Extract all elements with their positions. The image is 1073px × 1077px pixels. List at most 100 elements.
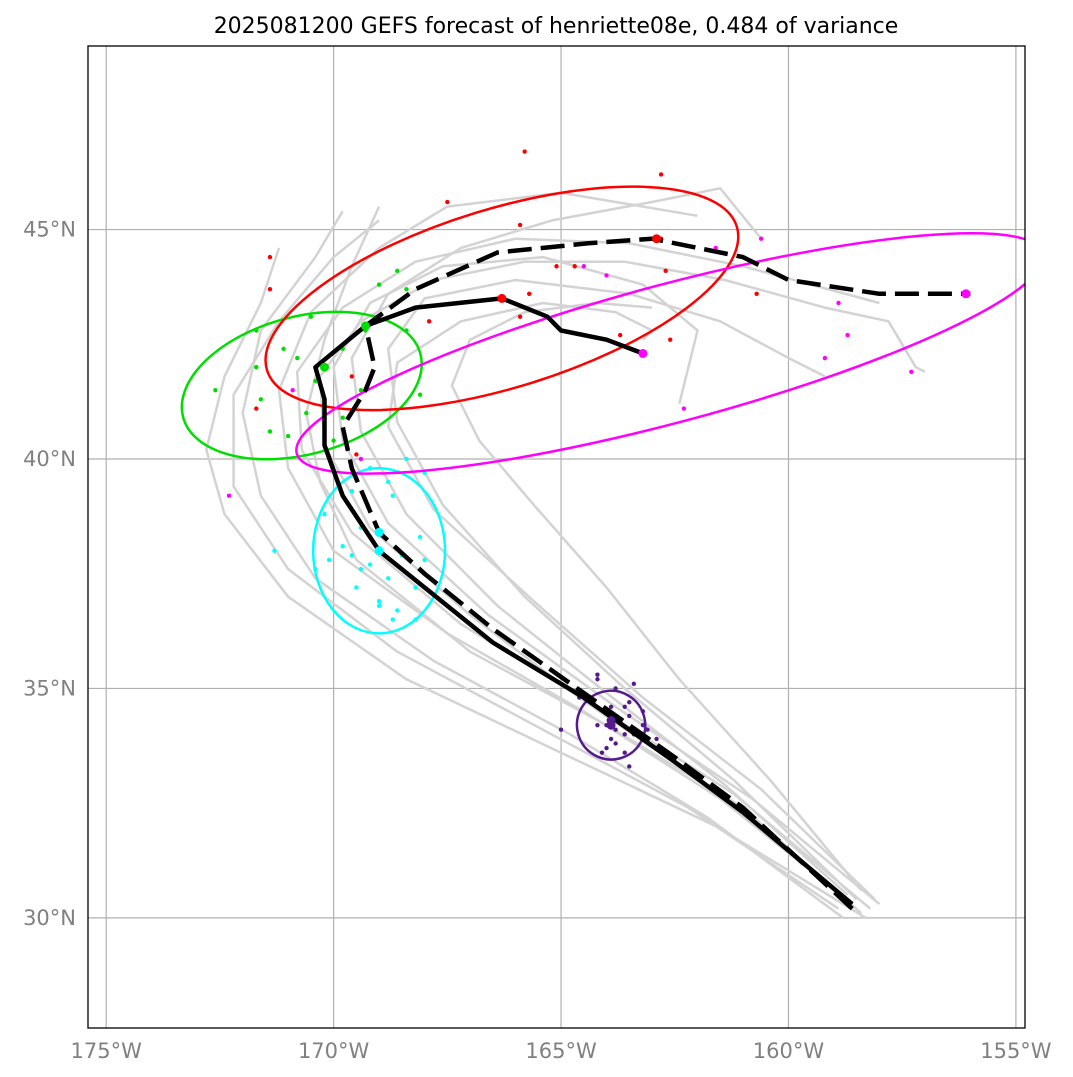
- member-point: [304, 410, 309, 416]
- member-point: [258, 397, 264, 402]
- member-point: [322, 511, 327, 517]
- member-point: [331, 438, 336, 443]
- member-point: [627, 764, 632, 769]
- member-point: [226, 493, 232, 498]
- member-point: [395, 268, 400, 274]
- member-point: [376, 599, 382, 604]
- member-point: [349, 553, 355, 558]
- member-point: [354, 585, 359, 590]
- member-point: [267, 254, 273, 260]
- track-marker: [638, 348, 648, 358]
- member-point: [558, 727, 564, 732]
- member-point: [340, 415, 345, 420]
- member-track: [277, 191, 853, 906]
- member-point: [376, 603, 382, 609]
- member-point: [281, 346, 286, 352]
- spread-ellipse: [295, 232, 1025, 475]
- control-track: [340, 236, 971, 911]
- member-point: [422, 557, 427, 563]
- member-point: [617, 332, 623, 338]
- member-point: [213, 387, 218, 393]
- member-point: [386, 479, 391, 485]
- member-point: [754, 291, 759, 296]
- member-point: [604, 745, 609, 751]
- member-track: [450, 301, 863, 892]
- member-point: [313, 378, 318, 384]
- plot-frame: [87, 45, 1026, 1029]
- member-point: [663, 268, 668, 274]
- x-axis-ticks: 175°W 170°W 165°W 160°W 155°W: [71, 1039, 1052, 1063]
- member-point: [267, 429, 273, 434]
- member-point: [631, 681, 637, 687]
- member-point: [554, 264, 559, 269]
- member-point: [386, 576, 391, 581]
- member-point: [390, 617, 395, 622]
- member-point: [613, 741, 618, 746]
- member-point: [404, 456, 409, 462]
- x-tick-label: 160°W: [753, 1039, 825, 1063]
- member-point: [517, 222, 523, 228]
- track-marker: [606, 720, 616, 730]
- member-point: [622, 732, 627, 737]
- member-point: [595, 677, 600, 682]
- member-point: [426, 319, 432, 324]
- track-marker: [374, 546, 384, 556]
- member-point: [290, 387, 295, 393]
- member-point: [681, 406, 687, 411]
- member-track: [205, 247, 867, 919]
- mean-track: [313, 296, 854, 906]
- member-point: [295, 355, 300, 361]
- member-point: [522, 149, 527, 154]
- member-point: [354, 452, 359, 457]
- member-point: [308, 314, 314, 319]
- member-point: [658, 172, 664, 177]
- spread-ellipse: [180, 310, 423, 461]
- member-track: [241, 210, 844, 919]
- spread-ellipse: [264, 185, 740, 412]
- member-point: [326, 557, 332, 563]
- x-tick-label: 170°W: [298, 1039, 370, 1063]
- member-point: [599, 750, 605, 755]
- member-track: [386, 301, 876, 901]
- member-point: [340, 543, 345, 549]
- member-point: [417, 392, 423, 397]
- member-point: [367, 562, 373, 567]
- member-point: [581, 264, 586, 269]
- track-marker: [961, 289, 971, 299]
- member-point: [627, 699, 632, 705]
- member-point: [909, 369, 914, 375]
- member-point: [613, 727, 618, 732]
- member-point: [668, 337, 673, 342]
- member-point: [267, 287, 273, 292]
- member-point: [758, 236, 764, 241]
- member-point: [376, 282, 382, 287]
- member-point: [654, 736, 659, 742]
- member-point: [572, 264, 577, 269]
- member-point: [822, 355, 828, 361]
- member-point: [836, 300, 841, 306]
- track-marker: [360, 321, 370, 331]
- member-track: [305, 206, 863, 915]
- member-point: [627, 713, 632, 719]
- member-track: [350, 187, 849, 896]
- member-point: [595, 722, 600, 728]
- member-point: [622, 750, 627, 755]
- member-point: [608, 704, 614, 709]
- member-point: [358, 387, 364, 393]
- y-tick-label: 40°N: [23, 447, 76, 471]
- member-points: [213, 149, 914, 769]
- y-tick-label: 35°N: [23, 676, 76, 700]
- grid-lines: [88, 46, 1025, 1028]
- member-point: [622, 704, 627, 709]
- member-point: [285, 433, 291, 439]
- track-markers: [320, 234, 971, 730]
- member-point: [608, 736, 614, 742]
- member-point: [527, 291, 532, 296]
- track-marker: [497, 293, 507, 303]
- member-point: [517, 314, 523, 319]
- member-point: [272, 548, 277, 553]
- track-marker: [652, 234, 662, 244]
- member-point: [404, 287, 409, 292]
- y-axis-ticks: 30°N 35°N 40°N 45°N: [23, 218, 76, 930]
